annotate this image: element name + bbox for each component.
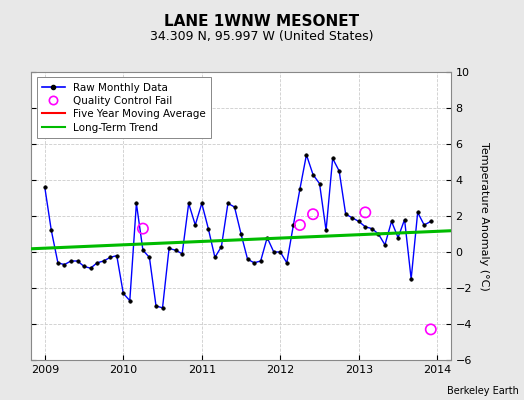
Point — [309, 211, 317, 218]
Y-axis label: Temperature Anomaly (°C): Temperature Anomaly (°C) — [478, 142, 489, 290]
Point — [427, 326, 435, 333]
Point — [361, 209, 369, 216]
Text: Berkeley Earth: Berkeley Earth — [447, 386, 519, 396]
Legend: Raw Monthly Data, Quality Control Fail, Five Year Moving Average, Long-Term Tren: Raw Monthly Data, Quality Control Fail, … — [37, 77, 211, 138]
Text: LANE 1WNW MESONET: LANE 1WNW MESONET — [165, 14, 359, 29]
Point — [296, 222, 304, 228]
Text: 34.309 N, 95.997 W (United States): 34.309 N, 95.997 W (United States) — [150, 30, 374, 43]
Point — [139, 225, 147, 232]
